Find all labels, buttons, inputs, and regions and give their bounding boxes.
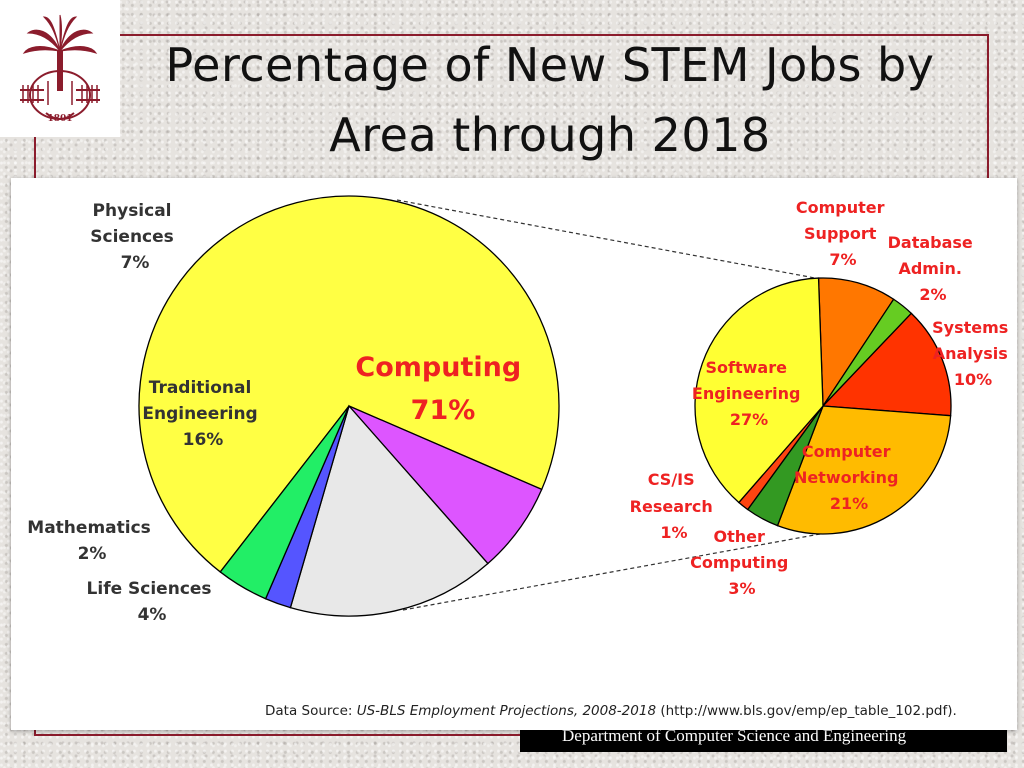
zoom-connector-lines — [396, 199, 832, 611]
label-software-line1: Software — [705, 358, 787, 377]
label-database-admin: Database Admin. 2% — [888, 233, 979, 304]
pie-slice-life-sciences — [219, 405, 350, 600]
label-systems-analysis: Systems Analysis 10% — [932, 318, 1014, 389]
title-line-1: Percentage of New STEM Jobs by — [165, 38, 935, 92]
pie-slice-systems-analysis — [821, 312, 952, 417]
data-source-note: Data Source: US-BLS Employment Projectio… — [265, 703, 957, 719]
label-life-sciences: Life Sciences 4% — [87, 579, 218, 625]
pie-of-pie-chart: Computing 71% Physical Sciences 7% Tradi… — [27, 195, 1014, 719]
label-research-line1: CS/IS — [648, 470, 695, 489]
label-physical-value: 7% — [121, 253, 150, 273]
computing-breakdown-pie — [694, 277, 952, 535]
label-life-line1: Life Sciences — [87, 579, 212, 599]
label-physical-sciences: Physical Sciences 7% — [90, 201, 179, 273]
label-traditional-line2: Engineering — [142, 404, 257, 424]
university-logo: 1801 — [0, 0, 120, 137]
label-traditional-value: 16% — [183, 430, 224, 450]
page-title: Percentage of New STEM Jobs by Area thro… — [110, 30, 990, 170]
label-traditional-line1: Traditional — [149, 378, 252, 398]
pie-slice-traditional-engineering — [289, 404, 489, 617]
label-other-line2: Computing — [690, 553, 788, 572]
label-computer-support: Computer Support 7% — [796, 198, 890, 269]
pie-slice-computer-networking — [776, 405, 952, 535]
source-url: (http://www.bls.gov/emp/ep_table_102.pdf… — [656, 703, 957, 719]
label-networking-value: 21% — [830, 494, 868, 513]
pie-slice-software-engineering — [694, 277, 824, 504]
connector-line-bottom — [402, 531, 832, 611]
label-computing-value: 71% — [411, 395, 476, 426]
label-traditional-engineering: Traditional Engineering 16% — [142, 378, 263, 450]
label-life-value: 4% — [138, 605, 167, 625]
label-software-value: 27% — [730, 410, 768, 429]
label-physical-line1: Physical — [93, 201, 172, 221]
title-line-2: Area through 2018 — [329, 108, 771, 162]
label-networking-line1: Computer — [802, 442, 891, 461]
label-database-value: 2% — [919, 285, 946, 304]
label-other-computing: Other Computing 3% — [690, 527, 794, 598]
label-mathematics: Mathematics 2% — [27, 518, 156, 564]
source-citation: US-BLS Employment Projections, 2008-2018 — [357, 703, 656, 719]
palmetto-seal-icon: 1801 — [20, 14, 100, 124]
footer-text: Department of Computer Science and Engin… — [562, 726, 907, 745]
label-software-engineering: Software Engineering 27% — [692, 358, 806, 429]
pie-slice-computer-support — [817, 277, 895, 409]
logo-year: 1801 — [47, 114, 72, 124]
label-database-line2: Admin. — [898, 259, 961, 278]
label-systems-line1: Systems — [932, 318, 1008, 337]
label-research-value: 1% — [660, 523, 687, 542]
label-support-line1: Computer — [796, 198, 885, 217]
source-prefix: Data Source: — [265, 703, 357, 719]
label-support-line2: Support — [804, 224, 877, 243]
label-other-value: 3% — [728, 579, 755, 598]
label-systems-value: 10% — [954, 370, 992, 389]
label-software-line2: Engineering — [692, 384, 801, 403]
label-physical-line2: Sciences — [90, 227, 174, 247]
pie-slice-computing — [138, 195, 560, 573]
label-computing: Computing 71% — [355, 352, 530, 426]
label-systems-line2: Analysis — [933, 344, 1008, 363]
label-networking-line2: Networking — [794, 468, 899, 487]
label-research-line2: Research — [630, 497, 713, 516]
label-mathematics-value: 2% — [78, 544, 107, 564]
label-support-value: 7% — [829, 250, 856, 269]
label-mathematics-line1: Mathematics — [27, 518, 150, 538]
main-pie — [138, 195, 560, 617]
connector-line-top — [396, 199, 832, 282]
label-cs-is-research: CS/IS Research 1% — [630, 470, 719, 542]
chart-panel: Computing 71% Physical Sciences 7% Tradi… — [11, 178, 1017, 730]
label-computer-networking: Computer Networking 21% — [794, 442, 904, 513]
label-computing-name: Computing — [355, 352, 521, 383]
label-database-line1: Database — [888, 233, 973, 252]
label-other-line1: Other — [714, 527, 765, 546]
